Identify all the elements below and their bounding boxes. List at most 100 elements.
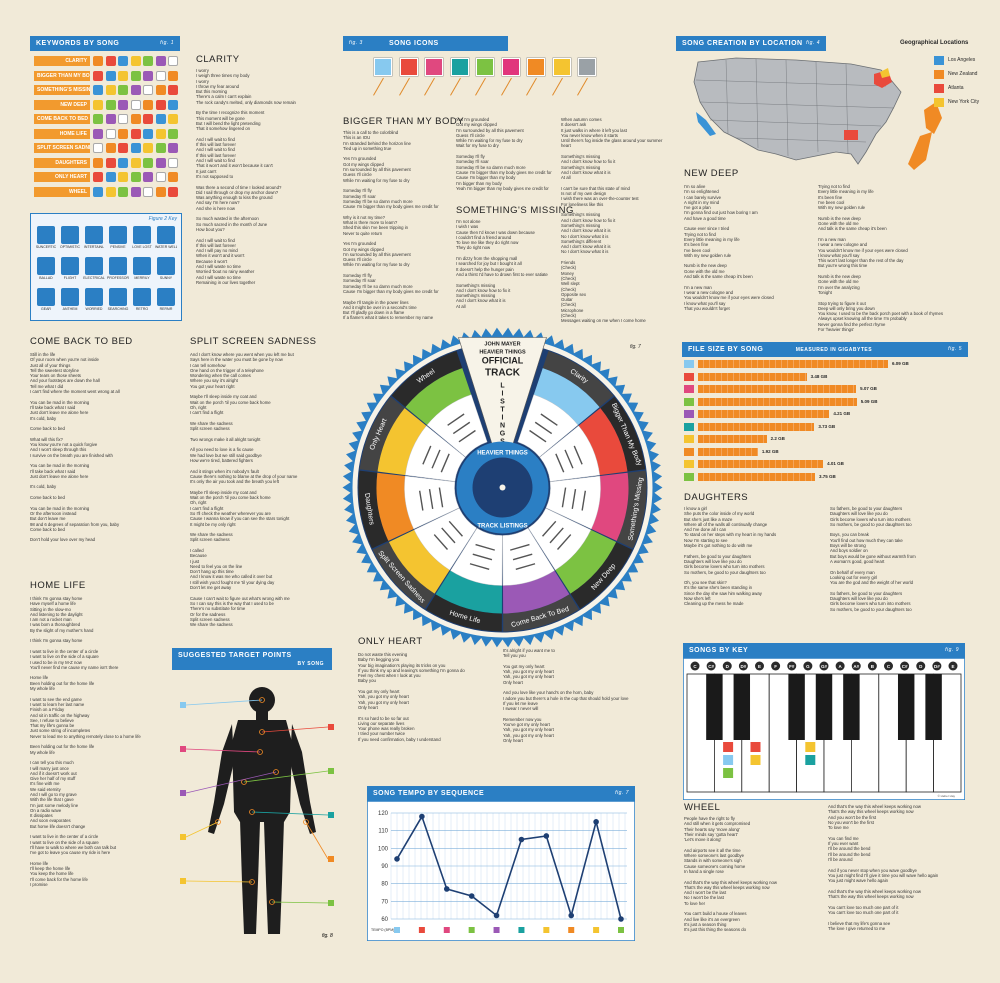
wheel-hub-title: HEAVIER THINGS — [477, 451, 528, 457]
song-icons-header: fig. 3 SONG ICONS — [343, 36, 508, 51]
black-key[interactable] — [897, 674, 915, 740]
wheel-segment-color[interactable] — [533, 368, 600, 426]
figure-key-icon — [85, 257, 103, 275]
song-icon-leader — [577, 77, 588, 96]
usa-state-lines — [695, 58, 895, 157]
keyword-song-label: BIGGER THAN MY BODY — [34, 70, 90, 81]
tempo-y-tick: 100 — [378, 846, 389, 852]
los-angeles-region — [696, 112, 716, 136]
filesize-value: 4.01 GB — [827, 461, 844, 466]
newdeep-lyrics-col1: I'm so alive I'm so enlightened I can ba… — [684, 184, 774, 311]
wheel-segment-text-line — [440, 453, 450, 473]
filesize-bar — [698, 372, 807, 381]
figure-key-text: OPTIMISTIC — [59, 245, 81, 249]
key-label-badge — [755, 661, 764, 671]
key-label: F — [774, 664, 777, 669]
wheel-segment-text-line — [512, 553, 533, 561]
tempo-point — [493, 912, 500, 919]
tempo-y-label: TEMPO (BPM) — [371, 928, 394, 932]
black-key[interactable] — [925, 674, 942, 740]
figure-key-icon — [157, 288, 175, 306]
filesize-value: 3.73 GB — [818, 423, 836, 429]
wheel-segment-text-line — [581, 490, 587, 511]
tempo-frame — [367, 801, 635, 941]
target-header: SUGGESTED TARGET POINTS BY SONG — [172, 648, 332, 670]
wheel-song-lyrics-col2: And that's the way this wheel keeps work… — [828, 804, 939, 931]
keyword-icon — [143, 128, 153, 139]
wheel-segment-color[interactable] — [405, 368, 472, 426]
figure-key-icon — [157, 226, 175, 244]
filesize-bar — [698, 447, 758, 456]
wheel-segment-color[interactable] — [578, 408, 628, 476]
keyword-icon — [93, 114, 103, 124]
wheel-segment-label-bg — [616, 470, 647, 549]
keyword-icon — [143, 172, 153, 182]
figure-key-text: RETRO — [135, 307, 149, 311]
key-label: E — [951, 664, 954, 669]
figure-key-item: SUNNY — [155, 257, 177, 280]
wheel-segment-text-line — [573, 445, 583, 465]
wheel-segment-inner — [413, 507, 477, 571]
keyword-song-label: CLARITY — [34, 56, 90, 66]
wheel-segment-label-bg — [542, 351, 614, 408]
usa-map — [693, 57, 942, 170]
figure-key-panel: Figure 2 Key SUNCERTIC OPTIMISTIC INTERTAI… — [30, 213, 182, 321]
wheel-pointer-letter: I — [502, 415, 504, 422]
keyword-song-label: SPLIT SCREEN SADNESS — [34, 143, 90, 153]
black-key[interactable] — [788, 674, 805, 740]
target-line — [271, 901, 329, 904]
wheel-segment-text-line — [458, 429, 476, 443]
keyword-icon — [93, 85, 103, 95]
tempo-song-swatch — [418, 927, 425, 933]
keyword-song-label: NEW DEEP — [34, 99, 90, 110]
wheel-segment-inner — [405, 425, 466, 482]
filesize-value: 3.75 GB — [818, 473, 836, 479]
tempo-point — [443, 886, 450, 892]
black-key[interactable] — [815, 674, 833, 740]
wheel-segment-label-bg — [358, 470, 389, 549]
target-swatch — [180, 878, 186, 884]
tempo-song-swatch — [543, 927, 550, 933]
keyword-icon — [155, 172, 166, 182]
figure-key-text: ANTHEM — [62, 307, 78, 311]
filesize-swatch — [684, 422, 694, 431]
black-key[interactable] — [733, 674, 751, 740]
figure-key-text: SEARCHING — [107, 307, 129, 311]
key-label-badge — [738, 661, 748, 671]
filesize-swatch — [684, 372, 694, 381]
black-key[interactable] — [843, 674, 860, 740]
wheel-segment-color[interactable] — [555, 529, 617, 594]
key-label-badge — [722, 661, 732, 671]
target-lines — [180, 697, 334, 906]
black-key[interactable] — [706, 674, 723, 740]
keyword-icon — [168, 143, 178, 153]
wheel-segment-inner — [517, 394, 579, 458]
piano-keys[interactable]: C C# D D# E F F# G G# A A# B C C# D D# E © Heber Hay — [683, 658, 965, 800]
filesize-swatch — [684, 410, 694, 418]
wheel-segment-inner — [450, 527, 503, 586]
filesize-bar — [698, 422, 815, 431]
keyword-icon — [118, 114, 128, 124]
new-zealand-north-island — [924, 102, 942, 134]
target-point — [257, 749, 263, 755]
keyword-song-label: SOMETHING'S MISSING — [34, 85, 90, 95]
wheel-segment-color[interactable] — [388, 529, 450, 594]
keyword-icon — [93, 172, 103, 182]
wheel-pointer-letter: T — [500, 407, 505, 414]
keyword-icon — [105, 56, 116, 66]
keyword-song-label: COME BACK TO BED — [34, 114, 90, 124]
wheel-segment-color[interactable] — [435, 570, 503, 614]
wheel-segment-text-line — [438, 487, 444, 508]
key-song-marker — [750, 755, 761, 765]
figure-key-text: LOVE LOST — [132, 245, 152, 249]
keyword-icon — [105, 85, 116, 95]
keyword-icon — [93, 99, 103, 110]
wheel-pointer-letter: I — [502, 391, 504, 398]
key-label-badge — [706, 661, 716, 671]
wheel-segment-color[interactable] — [377, 408, 427, 476]
tempo-y-tick: 70 — [381, 899, 388, 905]
wheel-segment-color[interactable] — [502, 570, 570, 614]
target-swatch — [328, 812, 334, 818]
key-label: G# — [821, 664, 828, 669]
